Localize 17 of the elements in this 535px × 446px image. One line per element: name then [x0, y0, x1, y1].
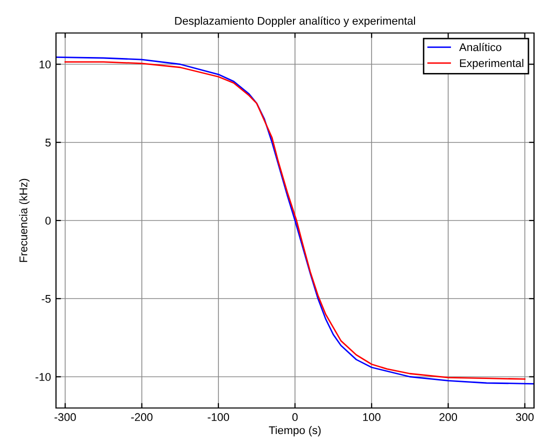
y-tick-label: 10	[40, 60, 51, 68]
x-tick-label: 200	[439, 413, 458, 422]
y-tick-label: 0	[45, 216, 51, 225]
x-tick-label: -300	[54, 413, 76, 422]
x-tick-label: -100	[208, 413, 230, 422]
x-tick-label: 100	[363, 413, 380, 422]
x-tick-label: 0	[292, 413, 298, 422]
y-axis-title: Frecuencia (kHz)	[19, 178, 30, 262]
x-axis-title: Tiempo (s)	[268, 426, 321, 436]
legend-label: Analítico	[459, 42, 502, 52]
x-tick-label: -200	[131, 413, 152, 422]
chart-title: Desplazamiento Doppler analítico y experimental	[175, 16, 416, 27]
y-tick-label: -10	[36, 373, 51, 381]
y-tick-label: 5	[45, 138, 51, 147]
y-tick-label: -5	[42, 295, 51, 303]
x-tick-label: 300	[516, 413, 534, 422]
legend-label: Experimental	[460, 58, 524, 70]
